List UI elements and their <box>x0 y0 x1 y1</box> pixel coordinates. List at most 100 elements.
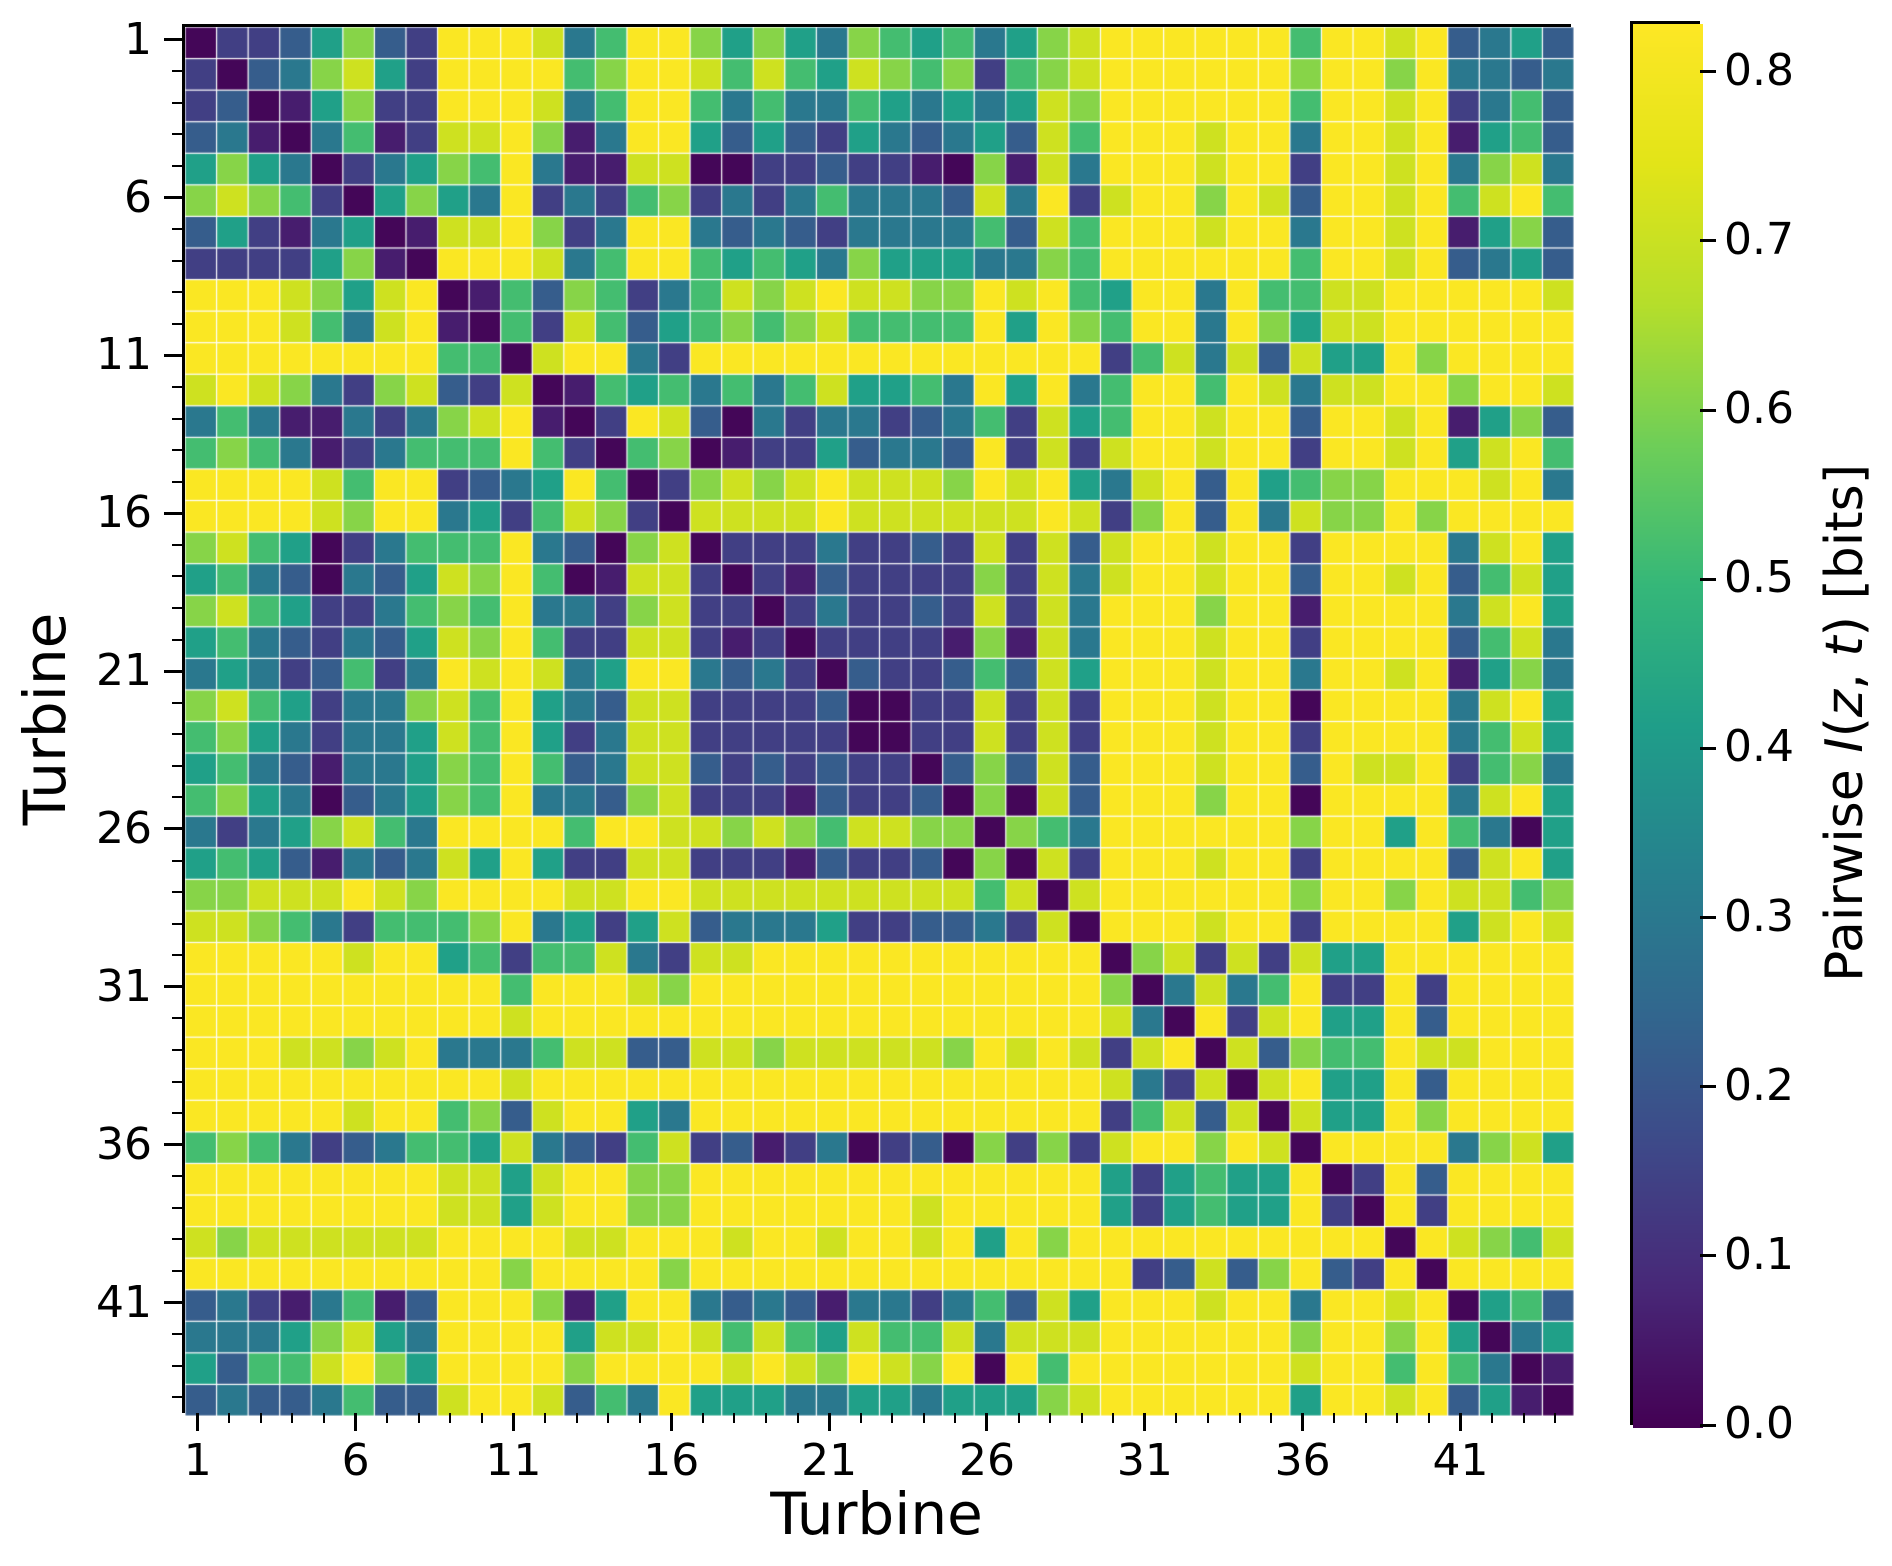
x-minor-tick <box>1491 1413 1494 1423</box>
x-minor-tick <box>765 1413 767 1423</box>
y-tick-label: 41 <box>96 1276 152 1328</box>
x-minor-tick <box>1270 1413 1273 1423</box>
x-minor-tick <box>1333 1413 1336 1423</box>
x-tick-label: 41 <box>1432 1435 1489 1486</box>
colorbar-label-italic: t <box>1815 636 1875 657</box>
colorbar-tick-label: 0.8 <box>1724 44 1794 96</box>
colorbar-tick-label: 0.1 <box>1724 1228 1794 1280</box>
y-minor-tick <box>172 101 182 104</box>
x-major-tick <box>985 1413 989 1431</box>
y-minor-tick <box>172 228 182 231</box>
x-tick-label: 16 <box>643 1435 700 1486</box>
colorbar-tick <box>1700 1085 1716 1089</box>
y-minor-tick <box>172 1206 182 1209</box>
y-tick-label: 21 <box>96 645 152 697</box>
colorbar-tick <box>1700 1254 1716 1258</box>
colorbar-label-text: ) [bits] <box>1815 463 1875 637</box>
x-major-tick <box>354 1413 358 1431</box>
x-major-tick <box>1143 1413 1147 1431</box>
x-major-tick <box>196 1413 200 1431</box>
x-minor-tick <box>449 1413 452 1423</box>
y-minor-tick <box>172 607 182 609</box>
y-minor-tick <box>172 1364 182 1367</box>
x-minor-tick <box>544 1413 547 1423</box>
colorbar-tick-label: 0.5 <box>1724 552 1794 604</box>
x-minor-tick <box>1522 1413 1525 1423</box>
heatmap-canvas <box>185 27 1574 1416</box>
y-tick-label: 36 <box>96 1118 152 1170</box>
y-tick-label: 6 <box>124 171 152 223</box>
y-minor-tick <box>172 891 182 894</box>
x-minor-tick <box>796 1413 799 1423</box>
x-minor-tick <box>323 1413 326 1423</box>
colorbar-tick <box>1700 577 1716 581</box>
x-tick-label: 26 <box>958 1435 1015 1486</box>
y-minor-tick <box>172 954 182 957</box>
y-minor-tick <box>172 922 182 925</box>
x-minor-tick <box>228 1413 231 1423</box>
colorbar-label: Pairwise I(z, t) [bits] <box>1815 423 1875 1023</box>
y-minor-tick <box>172 70 182 73</box>
colorbar-gradient-canvas <box>1633 24 1703 1428</box>
x-minor-tick <box>922 1413 925 1423</box>
colorbar <box>1630 21 1703 1428</box>
x-major-tick <box>1459 1413 1462 1431</box>
x-tick-label: 6 <box>341 1435 370 1486</box>
y-major-tick <box>164 353 182 357</box>
x-minor-tick <box>891 1413 894 1423</box>
x-minor-tick <box>733 1413 736 1423</box>
colorbar-label-italic: z <box>1815 689 1875 718</box>
y-major-tick <box>164 1143 182 1147</box>
colorbar-tick <box>1700 408 1716 412</box>
x-minor-tick <box>607 1413 610 1423</box>
x-major-tick <box>827 1413 831 1431</box>
x-minor-tick <box>859 1413 862 1423</box>
x-minor-tick <box>1175 1413 1178 1423</box>
x-minor-tick <box>386 1413 389 1423</box>
x-minor-tick <box>638 1413 641 1423</box>
x-minor-tick <box>1017 1413 1020 1423</box>
x-minor-tick <box>417 1413 420 1423</box>
colorbar-tick <box>1700 746 1716 750</box>
colorbar-label-text: Pairwise <box>1815 752 1875 983</box>
y-minor-tick <box>172 1048 182 1051</box>
y-minor-tick <box>172 291 182 294</box>
y-major-tick <box>164 1301 182 1304</box>
x-minor-tick <box>1364 1413 1367 1423</box>
x-minor-tick <box>1396 1413 1399 1423</box>
y-tick-label: 31 <box>96 960 152 1012</box>
colorbar-label-text: , <box>1815 656 1875 690</box>
y-minor-tick <box>172 638 182 641</box>
y-tick-label: 1 <box>124 13 152 65</box>
y-tick-label: 16 <box>96 487 152 539</box>
x-major-tick <box>511 1413 515 1431</box>
x-minor-tick <box>1238 1413 1241 1423</box>
y-major-tick <box>164 669 182 673</box>
y-minor-tick <box>172 733 182 736</box>
x-major-tick <box>1301 1413 1305 1431</box>
y-major-tick <box>164 196 182 200</box>
x-tick-label: 36 <box>1274 1435 1331 1486</box>
y-minor-tick <box>172 322 182 325</box>
y-minor-tick <box>172 449 182 452</box>
y-minor-tick <box>172 386 182 389</box>
x-minor-tick <box>954 1413 957 1423</box>
y-axis-label: Turbine <box>11 612 79 825</box>
y-minor-tick <box>172 259 182 262</box>
heatmap-plot-area <box>182 24 1574 1416</box>
colorbar-tick-label: 0.4 <box>1724 721 1794 773</box>
colorbar-tick <box>1700 916 1716 920</box>
y-minor-tick <box>172 859 182 862</box>
x-tick-label: 21 <box>801 1435 858 1486</box>
x-minor-tick <box>701 1413 704 1423</box>
y-minor-tick <box>172 575 182 578</box>
colorbar-tick <box>1700 239 1716 243</box>
x-minor-tick <box>291 1413 294 1423</box>
x-tick-label: 31 <box>1116 1435 1173 1486</box>
x-minor-tick <box>259 1413 262 1423</box>
y-minor-tick <box>172 480 182 483</box>
x-major-tick <box>669 1413 673 1431</box>
y-tick-label: 11 <box>96 329 152 381</box>
y-minor-tick <box>172 1017 182 1020</box>
